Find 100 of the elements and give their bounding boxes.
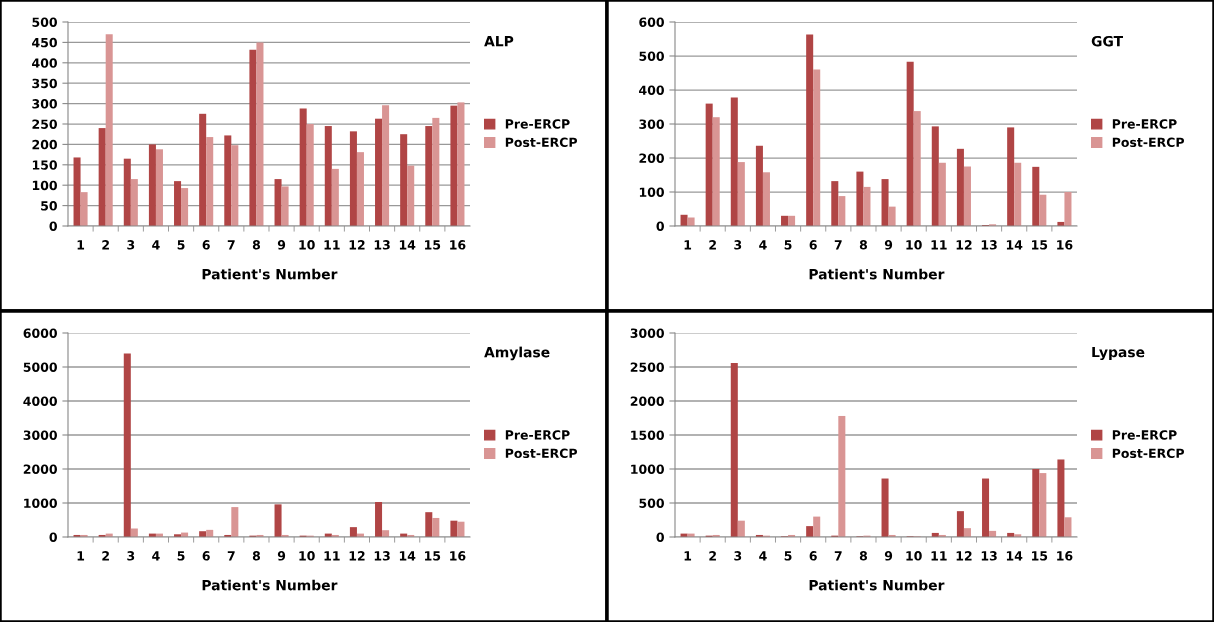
y-tick-label: 400	[32, 58, 57, 68]
text: GGT	[1091, 35, 1124, 47]
y-tick-label: 5000	[23, 362, 57, 372]
legend-label: Post-ERCP	[505, 448, 578, 458]
text: Amylase	[484, 346, 550, 361]
x-tick-label: 12	[956, 551, 972, 561]
x-tick-label: 12	[349, 240, 365, 250]
x-axis-title: Patient's Number	[202, 268, 338, 280]
x-tick-label: 14	[1006, 240, 1023, 250]
x-tick-label: 3	[127, 240, 135, 250]
x-tick-label: 2	[709, 551, 716, 561]
x-tick-label: 3	[734, 551, 742, 561]
y-tick-label: 50	[41, 201, 57, 211]
x-tick-label: 6	[809, 551, 817, 561]
x-tick-label: 8	[252, 551, 261, 561]
x-tick-label: 9	[884, 240, 893, 250]
x-tick-label: 5	[784, 240, 792, 250]
x-tick-label: 11	[931, 551, 947, 561]
x-tick-label: 13	[981, 240, 997, 250]
y-tick-label: 100	[32, 180, 57, 191]
legend-label: Post-ERCP	[1112, 137, 1185, 147]
y-tick-label: 1500	[631, 430, 664, 440]
x-tick-label: 5	[177, 240, 185, 250]
x-tick-label: 6	[809, 240, 817, 250]
x-tick-label: 9	[277, 240, 286, 250]
x-tick-label: 14	[399, 240, 416, 250]
y-tick-label: 200	[639, 153, 664, 163]
legend-label: Post-ERCP	[1112, 448, 1185, 458]
x-tick-label: 2	[102, 551, 109, 561]
y-tick-label: 200	[32, 139, 57, 150]
x-tick-label: 5	[784, 551, 792, 561]
x-tick-label: 14	[1006, 551, 1023, 561]
y-tick-label: 0	[49, 221, 57, 231]
x-tick-label: 7	[227, 551, 235, 561]
y-tick-label: 400	[639, 85, 664, 95]
x-tick-label: 5	[177, 551, 185, 561]
x-tick-label: 12	[956, 240, 972, 250]
y-tick-label: 2000	[630, 396, 664, 406]
legend-label: Pre-ERCP	[505, 119, 570, 129]
x-tick-label: 1	[77, 240, 85, 250]
x-tick-label: 1	[77, 551, 85, 561]
x-tick-label: 13	[981, 551, 997, 561]
y-tick-label: 2500	[630, 362, 664, 372]
x-tick-label: 10	[299, 551, 315, 561]
x-tick-label: 10	[299, 240, 315, 250]
y-tick-label: 3000	[23, 430, 57, 440]
y-tick-label: 500	[639, 498, 664, 508]
x-tick-label: 7	[227, 240, 235, 250]
x-tick-label: 16	[1057, 551, 1073, 561]
x-tick-label: 13	[374, 551, 390, 561]
x-tick-label: 12	[349, 551, 365, 561]
legend-label: Post-ERCP	[505, 137, 578, 147]
x-tick-label: 1	[684, 240, 692, 250]
x-tick-label: 4	[759, 240, 767, 250]
x-tick-label: 13	[374, 240, 390, 250]
y-tick-label: 6000	[23, 328, 57, 338]
x-tick-label: 16	[450, 240, 466, 250]
x-tick-label: 3	[734, 240, 742, 250]
x-axis-title: Patient's Number	[202, 579, 338, 591]
x-tick-label: 10	[906, 240, 922, 250]
y-tick-label: 300	[32, 99, 57, 109]
y-tick-label: 1000	[24, 498, 57, 508]
x-tick-label: 7	[834, 551, 842, 561]
x-tick-label: 4	[152, 240, 160, 250]
y-tick-label: 500	[32, 17, 57, 27]
x-tick-label: 11	[931, 240, 947, 250]
x-tick-label: 11	[324, 551, 340, 561]
y-tick-label: 1000	[631, 464, 664, 474]
y-tick-label: 300	[639, 119, 664, 129]
x-tick-label: 10	[906, 551, 922, 561]
x-axis-title: Patient's Number	[809, 268, 945, 280]
x-tick-label: 8	[859, 551, 868, 561]
y-tick-label: 350	[32, 78, 57, 89]
x-axis-title: Patient's Number	[809, 579, 945, 591]
y-tick-label: 2000	[23, 464, 57, 474]
x-tick-label: 15	[425, 240, 441, 250]
y-tick-label: 3000	[630, 328, 664, 338]
legend-label: Pre-ERCP	[1112, 119, 1177, 129]
y-tick-label: 0	[49, 532, 57, 542]
x-tick-label: 9	[277, 551, 286, 561]
x-tick-label: 8	[859, 240, 868, 250]
legend-label: Pre-ERCP	[505, 430, 570, 440]
x-tick-label: 7	[834, 240, 842, 250]
x-tick-label: 1	[684, 551, 692, 561]
legend-label: Pre-ERCP	[1112, 430, 1177, 440]
x-tick-label: 16	[450, 551, 466, 561]
y-tick-label: 100	[639, 187, 664, 197]
x-tick-label: 16	[1057, 240, 1073, 250]
x-tick-label: 15	[425, 551, 441, 561]
y-tick-label: 600	[639, 17, 664, 27]
y-tick-label: 0	[656, 532, 664, 542]
x-tick-label: 14	[399, 551, 416, 561]
x-tick-label: 2	[709, 240, 716, 250]
text: ALP	[484, 36, 514, 47]
text: Lypase	[1092, 347, 1145, 361]
y-tick-label: 450	[32, 37, 57, 48]
x-tick-label: 3	[127, 551, 135, 561]
x-tick-label: 11	[324, 240, 340, 250]
x-tick-label: 8	[252, 240, 261, 250]
y-tick-label: 4000	[23, 396, 57, 406]
